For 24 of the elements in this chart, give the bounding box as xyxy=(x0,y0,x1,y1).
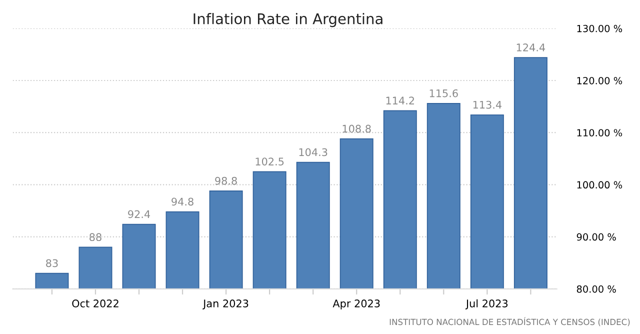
y-tick-label: 120.00 % xyxy=(577,76,622,84)
x-tick-label: Jan 2023 xyxy=(202,300,248,310)
y-tick-label: 90.00 % xyxy=(576,233,616,241)
chart-title: Inflation Rate in Argentina xyxy=(194,12,382,28)
data-label: 113.4 xyxy=(473,100,502,109)
y-tick-label: 100.00 % xyxy=(577,181,622,189)
data-label: 94.8 xyxy=(172,198,194,206)
data-label: 108.8 xyxy=(342,124,371,133)
x-tick-label: Jul 2023 xyxy=(465,299,508,310)
x-tick-label: Apr 2023 xyxy=(332,300,380,310)
data-label: 124.4 xyxy=(516,44,546,52)
data-label: 114.2 xyxy=(386,96,414,104)
y-tick-label: 80.00 % xyxy=(576,285,616,293)
data-label: 104.3 xyxy=(299,148,328,156)
x-tick-label: Oct 2022 xyxy=(72,300,118,308)
data-label: 83 xyxy=(46,259,58,268)
data-label: 92.4 xyxy=(128,210,150,218)
data-label: 98.8 xyxy=(215,176,237,185)
y-tick-label: 130.00 % xyxy=(577,24,622,32)
y-tick-label: 110.00 % xyxy=(577,129,622,136)
data-label: 115.6 xyxy=(430,89,458,98)
text: INSTITUTO NACIONAL DE ESTADÍSTICA Y CENSOS (INDEC) xyxy=(390,317,630,326)
data-label: 88 xyxy=(90,233,102,242)
data-label: 102.5 xyxy=(256,158,284,166)
